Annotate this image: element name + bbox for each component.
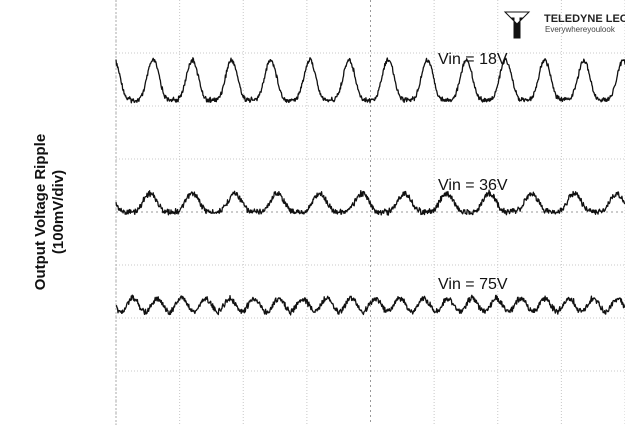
trace-label: Vin = 36V	[438, 177, 508, 194]
waveform-trace	[115, 294, 625, 316]
brand-logo: TELEDYNE LECROY Everywhereyoulook	[503, 11, 625, 39]
waveform-trace	[115, 57, 625, 104]
waveform-traces	[115, 57, 625, 316]
teledyne-logo-icon	[503, 11, 531, 39]
trace-label: Vin = 18V	[438, 51, 508, 68]
plot-grid	[115, 0, 625, 425]
trace-label: Vin = 75V	[438, 276, 508, 293]
trace-labels: Vin = 18V Vin = 36V Vin = 75V	[438, 51, 508, 293]
brand-name: TELEDYNE LECROY	[544, 13, 625, 25]
waveform-trace	[115, 189, 625, 216]
brand-tagline: Everywhereyoulook	[545, 25, 616, 34]
